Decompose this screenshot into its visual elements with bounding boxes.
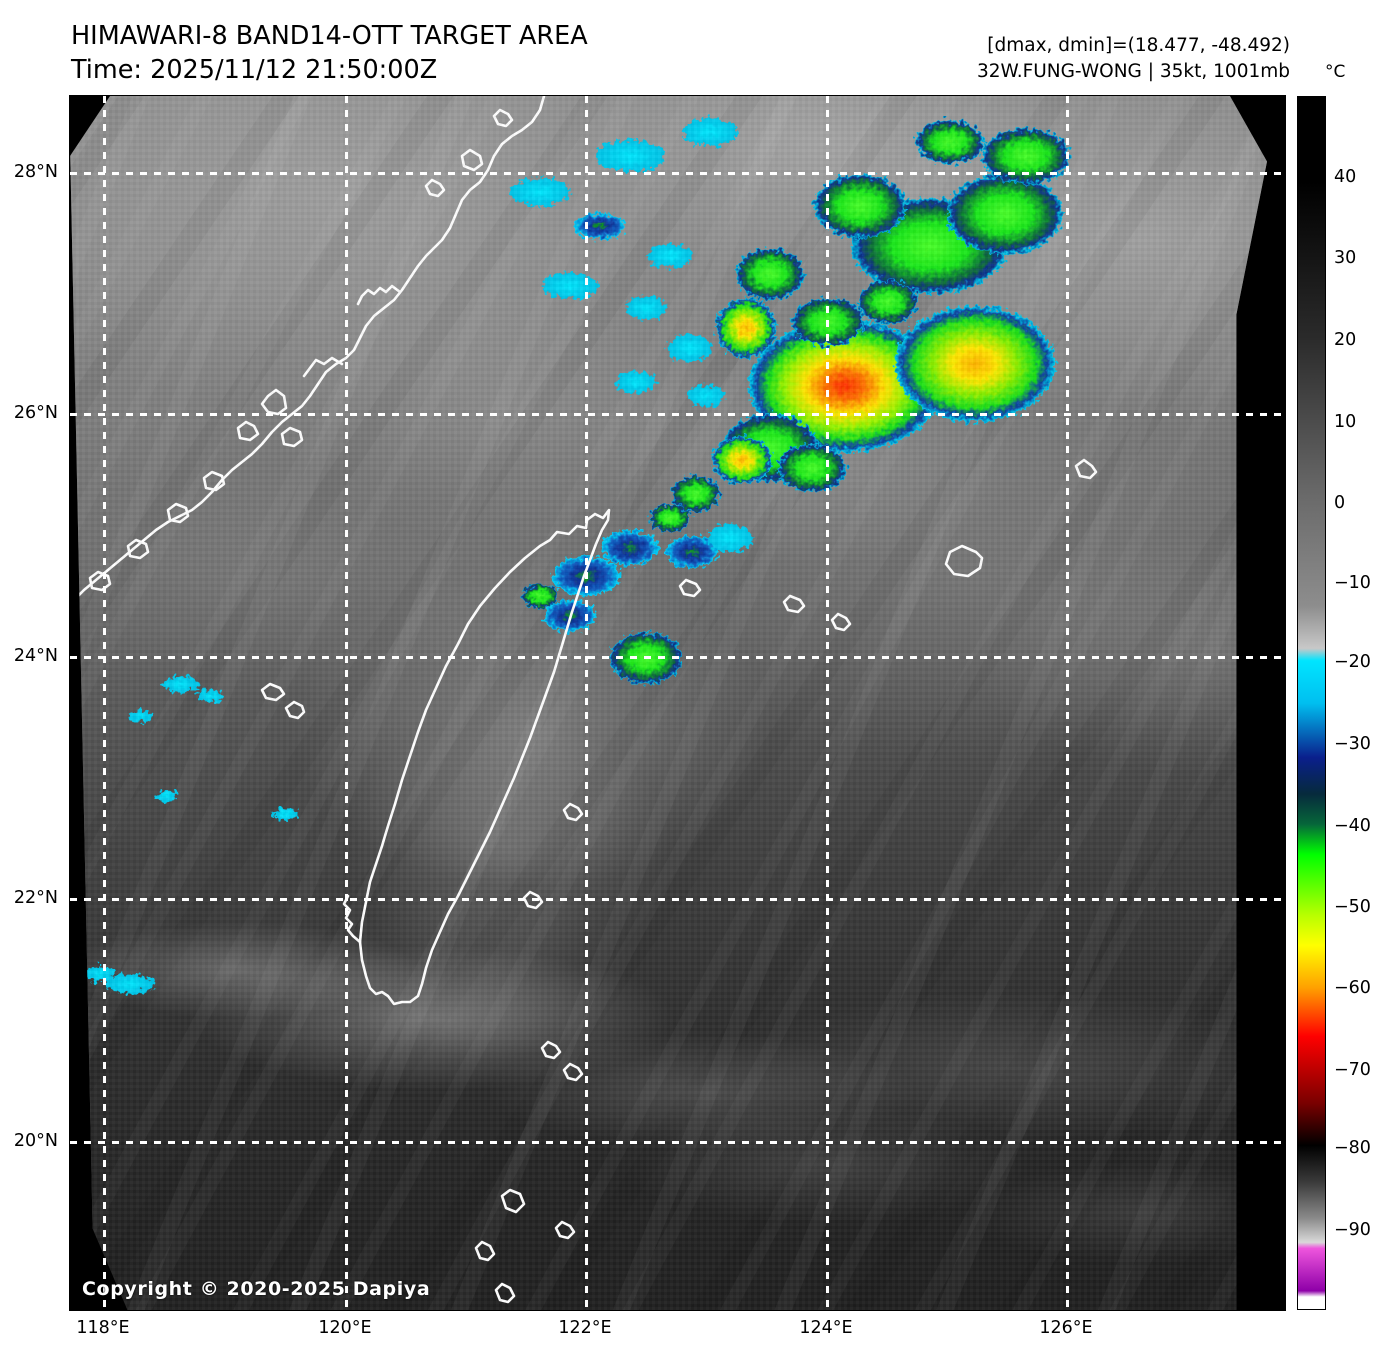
x-axis-tick-label: 120°E (318, 1318, 372, 1338)
copyright-notice: Copyright © 2020-2025 Dapiya (82, 1278, 431, 1300)
colorbar-tick-label: −20 (1334, 652, 1371, 672)
colorbar-gradient (1298, 97, 1325, 1309)
china-island-6 (126, 538, 150, 560)
title-line-1: HIMAWARI-8 BAND14-OTT TARGET AREA (71, 21, 588, 51)
gridline-lon-124 (826, 96, 829, 1310)
y-axis-tick-label: 26°N (13, 403, 58, 423)
title-line-2: Time: 2025/11/12 21:50:00Z (71, 54, 438, 85)
colorbar-tick-label: −80 (1334, 1138, 1371, 1158)
colorbar-tick-label: 30 (1334, 248, 1357, 268)
colorbar-tick-label: −40 (1334, 816, 1371, 836)
ryukyu-island-4 (1074, 458, 1098, 480)
island-south-4 (562, 1062, 584, 1082)
x-axis-tick-label: 118°E (76, 1318, 130, 1338)
china-coastline (72, 96, 546, 602)
colorbar-unit-label: °C (1325, 62, 1346, 82)
gridline-lon-122 (585, 96, 588, 1310)
page-title: HIMAWARI-8 BAND14-OTT TARGET AREA Time: … (71, 20, 588, 87)
y-axis-tick-label: 20°N (13, 1131, 58, 1151)
china-island-5 (166, 502, 190, 524)
satellite-swath (70, 96, 1281, 1310)
island-south-3 (540, 1040, 562, 1060)
colorbar-tick-label: 20 (1334, 330, 1357, 350)
convective-cells-layer (86, 118, 1070, 994)
okinawa-island (1258, 352, 1281, 412)
ryukyu-island-1 (944, 544, 984, 578)
cirrus-banding-layer (70, 96, 1281, 1310)
island-east-1 (492, 108, 514, 128)
y-axis-tick-label: 28°N (13, 162, 58, 182)
colorbar-tick-label: −50 (1334, 897, 1371, 917)
china-islands-cluster (260, 388, 288, 416)
china-coast-inlet-1 (356, 284, 402, 306)
china-island-2 (236, 420, 260, 442)
penghu-islands-2 (284, 700, 306, 720)
china-island-3 (280, 426, 304, 448)
island-mid-south (554, 1220, 576, 1240)
yonaguni-island (678, 578, 702, 598)
ryukyu-island-2 (782, 594, 806, 614)
china-island-4 (202, 470, 226, 492)
header: HIMAWARI-8 BAND14-OTT TARGET AREA Time: … (0, 0, 1390, 96)
colorbar (1297, 96, 1326, 1310)
satellite-image-plot: Copyright © 2020-2025 Dapiya (70, 96, 1285, 1310)
taiwan-coastline (358, 508, 611, 1006)
metadata-block: [dmax, dmin]=(18.477, -48.492) 32W.FUNG-… (977, 33, 1290, 84)
gridline-lat-24 (70, 656, 1285, 659)
gridline-lon-118 (103, 96, 106, 1310)
colorbar-tick-label: −30 (1334, 734, 1371, 754)
gridline-lon-120 (345, 96, 348, 1310)
batanes-island-1 (500, 1188, 526, 1214)
colorbar-tick-label: −60 (1334, 978, 1371, 998)
y-axis-tick-label: 24°N (13, 646, 58, 666)
colorbar-tick-label: 0 (1334, 493, 1346, 513)
colorbar-tick-label: −10 (1334, 573, 1371, 593)
x-axis-tick-label: 122°E (558, 1318, 612, 1338)
batanes-island-2 (474, 1240, 496, 1262)
coastline-layer (72, 96, 1281, 1304)
low-cloud-layer (70, 96, 1281, 1310)
island-small-1 (424, 178, 446, 198)
gridline-lon-126 (1066, 96, 1069, 1310)
colorbar-tick-label: 40 (1334, 167, 1357, 187)
pixel-texture-layer (70, 96, 1281, 1310)
island-south-1 (562, 802, 584, 822)
island-south-2 (522, 890, 544, 910)
batanes-island-3 (494, 1282, 516, 1304)
dmax-dmin-readout: [dmax, dmin]=(18.477, -48.492) (987, 35, 1290, 56)
storm-info-readout: 32W.FUNG-WONG | 35kt, 1001mb (976, 60, 1290, 82)
ir-grayscale-field (70, 96, 1281, 1310)
china-island-7 (88, 570, 112, 592)
penghu-islands (260, 682, 286, 702)
colorbar-tick-label: −90 (1334, 1220, 1371, 1240)
matsu-island (460, 148, 484, 172)
gridline-lat-22 (70, 898, 1285, 901)
y-axis-tick-label: 22°N (13, 888, 58, 908)
gridline-lat-28 (70, 172, 1285, 175)
x-axis-tick-label: 126°E (1039, 1318, 1093, 1338)
gridline-lat-20 (70, 1141, 1285, 1144)
ryukyu-island-3 (830, 612, 852, 632)
colorbar-tick-label: −70 (1334, 1060, 1371, 1080)
gridline-lat-26 (70, 413, 1285, 416)
x-axis-tick-label: 124°E (799, 1318, 853, 1338)
china-coast-inlet-2 (302, 356, 344, 378)
colorbar-tick-label: 10 (1334, 412, 1357, 432)
